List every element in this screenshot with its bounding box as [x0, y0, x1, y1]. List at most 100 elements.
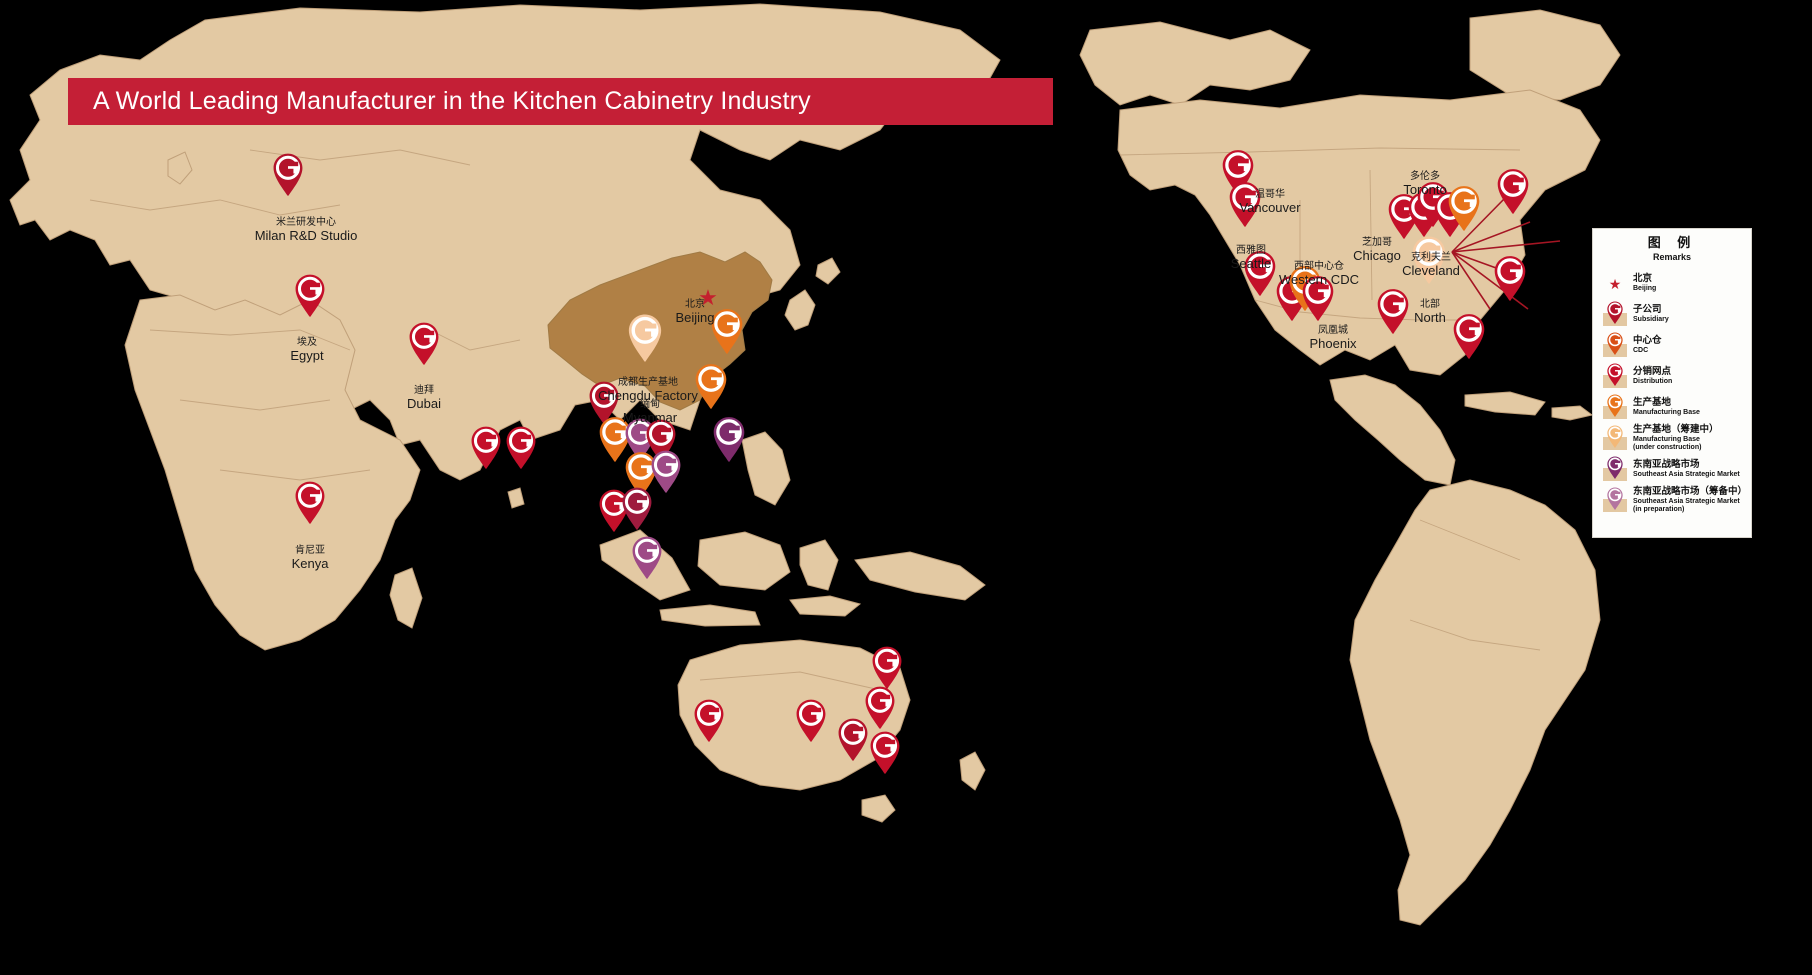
legend-item-label-en2: (under construction)	[1633, 444, 1702, 452]
legend-title-en: Remarks	[1652, 252, 1692, 263]
legend-item-label-en: Beijing	[1633, 285, 1657, 293]
pin-north-carolina[interactable]	[1410, 236, 1448, 285]
pin-malaysia-b[interactable]	[620, 487, 654, 531]
pin-india-south[interactable]	[504, 426, 538, 470]
pin-florida[interactable]	[1451, 313, 1487, 360]
legend-item-label: 生产基地（筹建中） Manufacturing Base (under constr…	[1630, 424, 1719, 452]
land-java	[659, 604, 761, 627]
label-north-en: North	[1414, 310, 1446, 325]
pin-texas[interactable]	[1375, 288, 1411, 335]
legend-item-label-cn: 分销网点	[1633, 366, 1672, 378]
pin-dubai[interactable]	[407, 322, 441, 366]
pin-western-cdc[interactable]	[1242, 250, 1278, 297]
legend-item-3: 分销网点 Distribution	[1600, 361, 1744, 392]
legend-item-6: 东南亚战略市场 Southeast Asia Strategic Market	[1600, 454, 1744, 485]
pin-vancouver-b[interactable]	[1227, 181, 1263, 228]
pin-thailand-a[interactable]	[597, 416, 633, 463]
legend-item-7: 东南亚战略市场（筹备中） Southeast Asia Strategic Mar…	[1600, 485, 1748, 516]
legend-item-label: 北京 Beijing	[1630, 273, 1657, 293]
label-toronto-cn: 多伦多	[1410, 171, 1440, 182]
pin-tasmania[interactable]	[868, 731, 902, 775]
pin-newjersey[interactable]	[1492, 255, 1528, 302]
label-seattle-cn: 西雅图	[1235, 245, 1266, 256]
pin-cambodia[interactable]	[649, 450, 683, 494]
connector-cleveland-sw	[1451, 251, 1529, 310]
land-africa	[124, 294, 421, 651]
pin-egypt[interactable]	[293, 274, 327, 318]
legend-item-2: 中心仓 CDC	[1600, 330, 1744, 361]
pin-icon	[1606, 394, 1624, 422]
page-title-banner: A World Leading Manufacturer in the Kitc…	[68, 78, 1053, 125]
pin-milan[interactable]	[271, 153, 305, 197]
legend-item-label-en: Southeast Asia Strategic Market	[1633, 498, 1740, 506]
label-chengdu-cn: 成都生产基地	[617, 377, 678, 388]
label-chicago-en: Chicago	[1353, 248, 1401, 263]
pin-guangzhou[interactable]	[693, 363, 729, 410]
label-egypt-cn: 埃及	[297, 337, 317, 348]
pin-perth[interactable]	[692, 699, 726, 743]
legend-panel: 图 例 Remarks ★ 北京 Beijing 子公司 Subsidiary 中心仓 CD…	[1592, 228, 1752, 538]
label-north-cn: 北部	[1419, 299, 1440, 310]
legend-item-1: 子公司 Subsidiary	[1600, 299, 1744, 330]
label-milan-cn: 米兰研发中心	[275, 217, 336, 228]
pin-india-west[interactable]	[469, 426, 503, 470]
label-phoenix-en: Phoenix	[1309, 336, 1357, 351]
label-north: 北部 North	[1414, 299, 1446, 325]
pin-marker-subsidiary	[1600, 300, 1630, 330]
label-cleveland-en: Cleveland	[1402, 263, 1460, 278]
pin-newyork[interactable]	[1495, 168, 1531, 215]
pin-kenya[interactable]	[293, 481, 327, 525]
pin-icon	[1606, 456, 1624, 484]
land-uk	[167, 151, 193, 185]
legend-item-label: 分销网点 Distribution	[1630, 366, 1673, 386]
pin-sydney[interactable]	[870, 646, 904, 690]
legend-item-label: 子公司 Subsidiary	[1630, 304, 1669, 324]
pin-malaysia-a[interactable]	[597, 489, 631, 533]
pin-marker-sea-market	[1600, 455, 1630, 485]
pin-phoenix-c[interactable]	[1300, 275, 1336, 322]
label-seattle-en: Seattle	[1230, 256, 1272, 271]
land-cuba	[1464, 391, 1546, 416]
star-icon: ★	[1608, 275, 1622, 292]
label-chengdu: 成都生产基地 Chengdu Factory	[598, 377, 698, 403]
pin-marker-manufacturing	[1600, 393, 1630, 423]
label-vancouver: 温哥华 Vancouver	[1239, 190, 1301, 215]
pin-vietnam-b[interactable]	[623, 451, 659, 498]
land-japan-2	[815, 257, 841, 285]
pin-thailand-b[interactable]	[623, 418, 657, 462]
pin-icon	[1606, 332, 1624, 360]
legend-item-label-cn: 生产基地	[1633, 397, 1672, 409]
label-egypt-en: Egypt	[290, 348, 324, 363]
land-borneo	[697, 531, 791, 591]
land-madagascar	[389, 567, 423, 629]
pin-myanmar[interactable]	[587, 381, 621, 425]
pin-melbourne[interactable]	[836, 718, 870, 762]
legend-rows: ★ 北京 Beijing 子公司 Subsidiary 中心仓 CDC 分销网点 Distrib…	[1600, 268, 1748, 516]
label-toronto: 多伦多 Toronto	[1403, 171, 1446, 197]
pin-icon	[1606, 425, 1624, 453]
land-south-america	[1349, 479, 1601, 926]
land-greenland	[1469, 9, 1621, 101]
legend-item-label: 生产基地 Manufacturing Base	[1630, 397, 1700, 417]
pin-chengdu[interactable]	[626, 314, 664, 363]
pin-indonesia[interactable]	[630, 536, 664, 580]
legend-item-label-en: Manufacturing Base	[1633, 409, 1700, 417]
pin-icon	[1606, 363, 1624, 391]
pin-canberra[interactable]	[863, 686, 897, 730]
pin-philippines[interactable]	[711, 416, 747, 463]
pin-adelaide[interactable]	[794, 699, 828, 743]
legend-item-label-en: CDC	[1633, 347, 1649, 355]
legend-item-label-cn: 东南亚战略市场（筹备中）	[1633, 486, 1748, 498]
pin-marker-cdc	[1600, 331, 1630, 361]
pin-cleveland-c[interactable]	[1446, 185, 1482, 232]
pin-shanghai[interactable]	[709, 308, 745, 355]
legend-item-label-en: Manufacturing Base	[1633, 436, 1700, 444]
label-vancouver-en: Vancouver	[1239, 200, 1301, 215]
label-phoenix-cn: 凤凰城	[1317, 325, 1348, 336]
legend-item-4: 生产基地 Manufacturing Base	[1600, 392, 1744, 423]
legend-item-label-en: Distribution	[1633, 378, 1673, 386]
legend-item-label: 东南亚战略市场 Southeast Asia Strategic Market	[1630, 459, 1740, 479]
